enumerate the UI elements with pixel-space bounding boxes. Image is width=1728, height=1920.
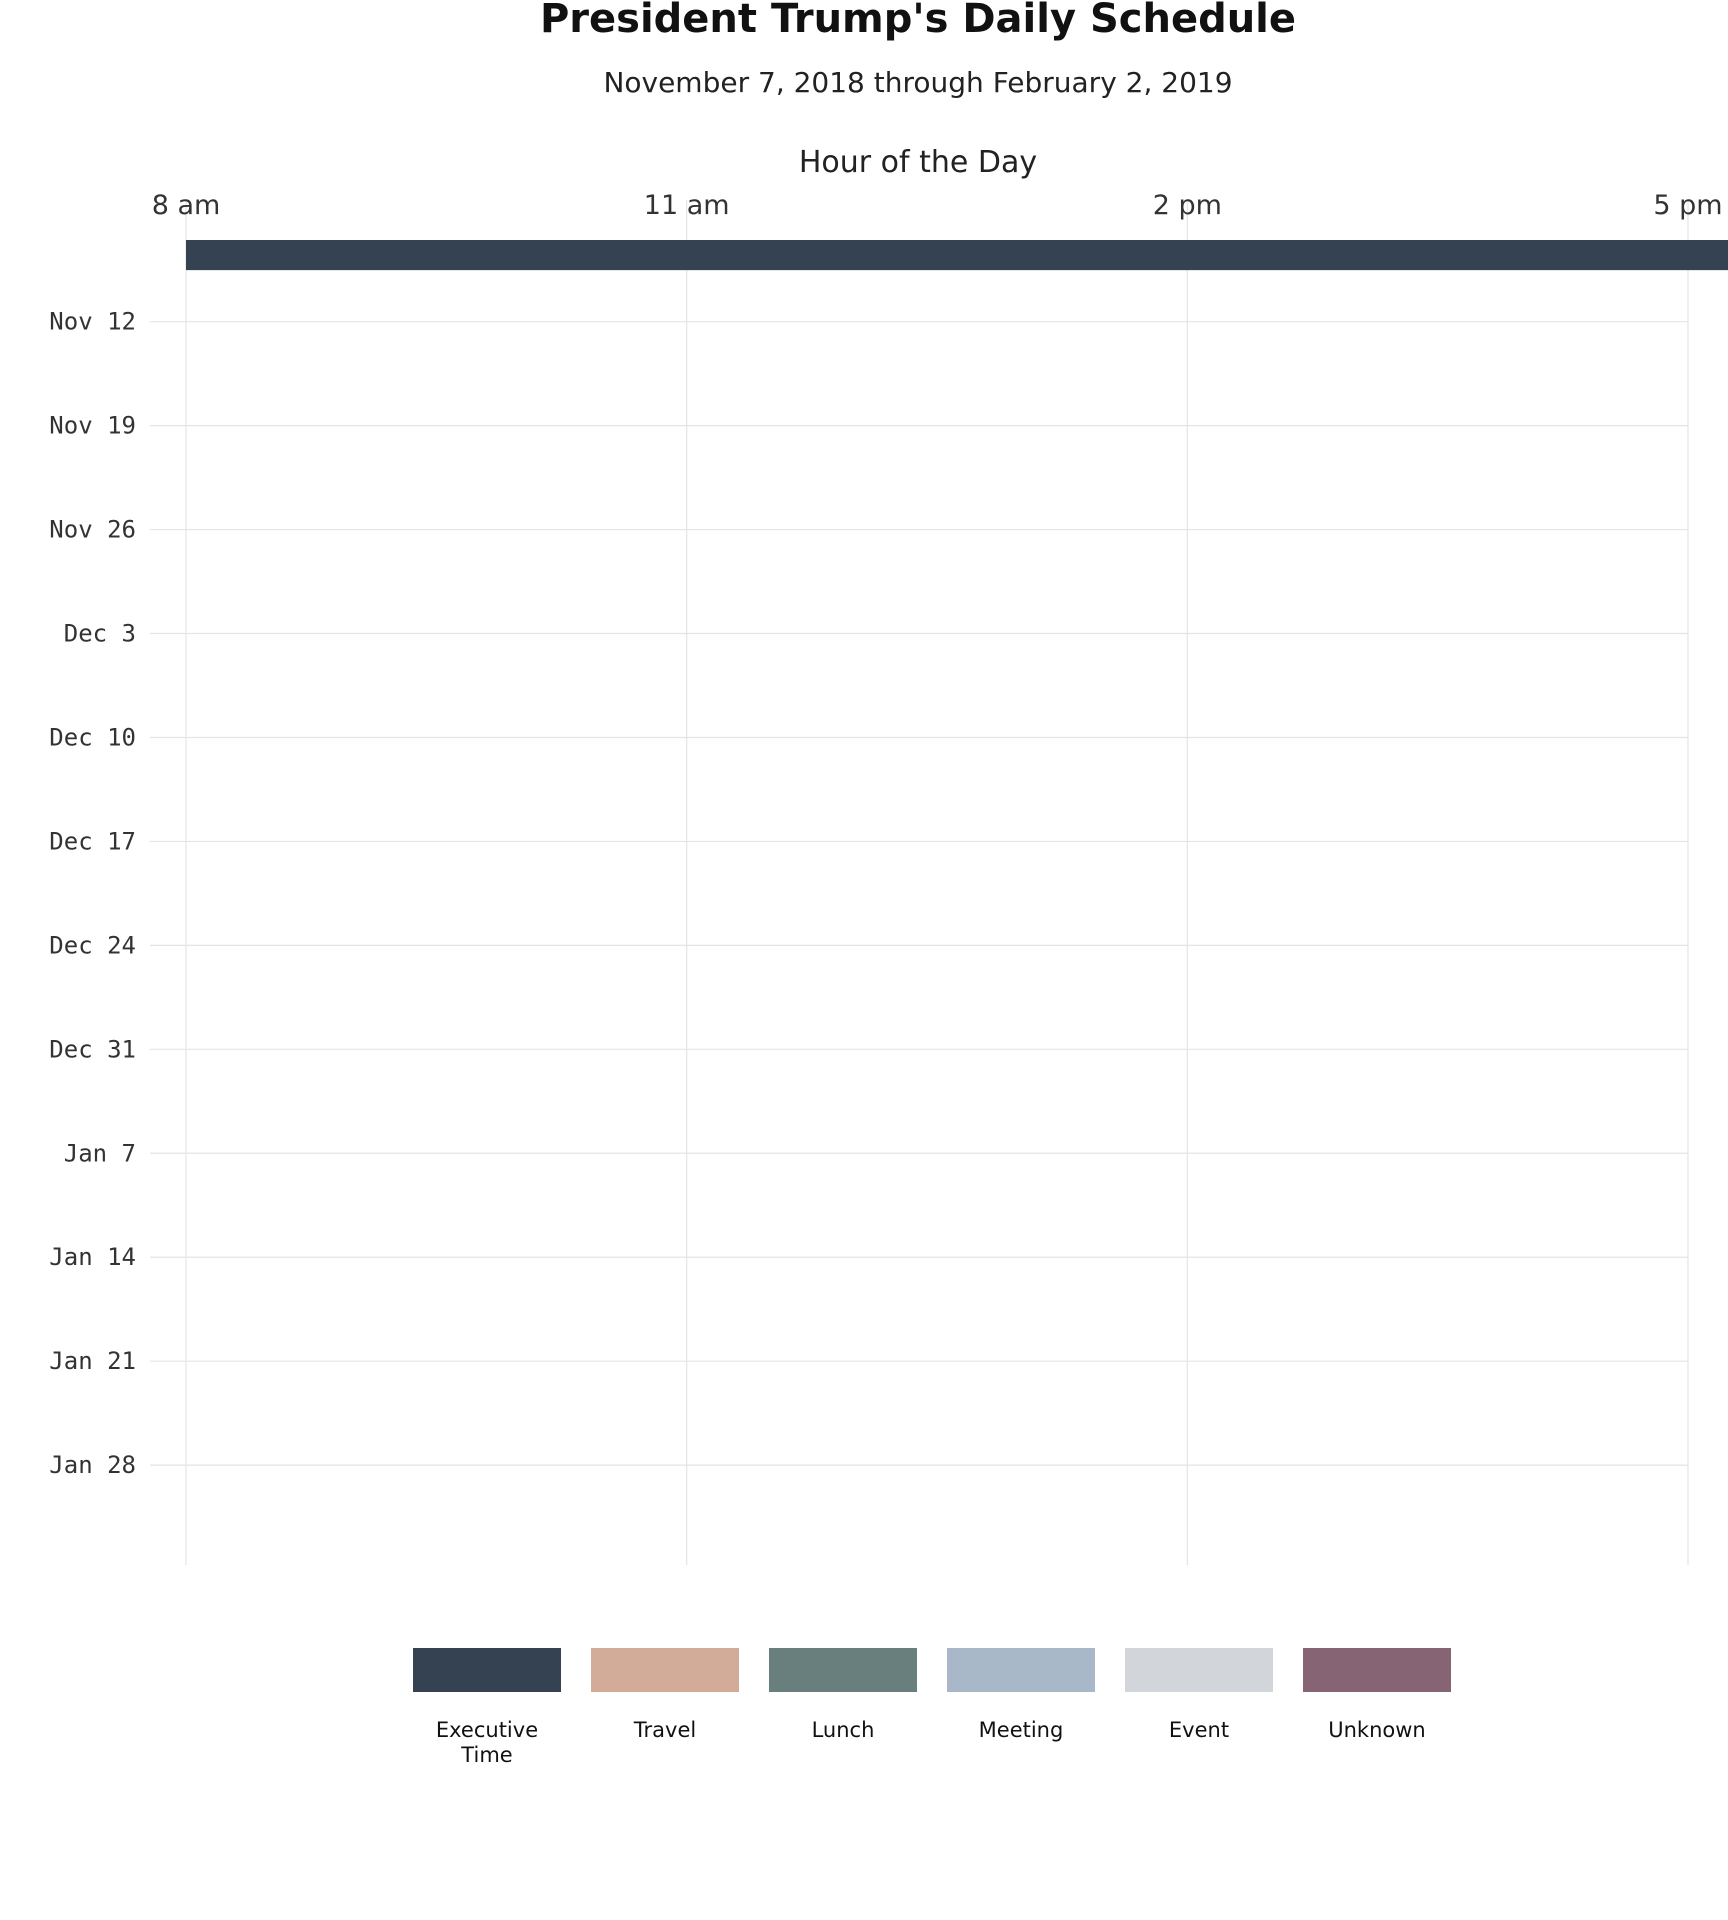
- legend-label: Travel: [633, 1718, 696, 1742]
- legend-label: Executive Time: [436, 1718, 538, 1767]
- legend-label: Unknown: [1328, 1718, 1425, 1742]
- legend-swatch: [591, 1648, 739, 1692]
- legend-label: Event: [1169, 1718, 1229, 1742]
- schedule-cell: [186, 240, 1728, 256]
- heatmap-cells: [186, 240, 1728, 271]
- y-tick-label: Dec 17: [49, 827, 136, 855]
- y-tick-label: Jan 14: [49, 1243, 136, 1271]
- chart-title: President Trump's Daily Schedule: [540, 0, 1296, 42]
- y-tick-label: Nov 26: [49, 516, 136, 544]
- chart-subtitle: November 7, 2018 through February 2, 201…: [603, 66, 1232, 99]
- y-tick-label: Nov 12: [49, 308, 136, 336]
- y-tick-label: Nov 19: [49, 412, 136, 440]
- legend-swatch: [1125, 1648, 1273, 1692]
- y-tick-label: Dec 10: [49, 723, 136, 751]
- legend-label: Meeting: [979, 1718, 1064, 1742]
- x-tick-label: 5 pm: [1653, 190, 1722, 221]
- y-tick-labels: Nov 12 Nov 19 Nov 26 Dec 3 Dec 10 Dec 17 Dec 2…: [49, 308, 136, 1479]
- grid-lines: [150, 200, 1689, 1565]
- x-tick-label: 11 am: [644, 190, 730, 221]
- legend-swatch: [769, 1648, 917, 1692]
- y-tick-label: Jan 7: [64, 1139, 136, 1167]
- legend-swatch: [947, 1648, 1095, 1692]
- legend-swatch: [1303, 1648, 1451, 1692]
- x-tick-labels: 8 am 11 am 2 pm 5 pm: [152, 190, 1723, 221]
- legend-label: Lunch: [812, 1718, 875, 1742]
- y-tick-label: Dec 3: [64, 620, 136, 648]
- x-tick-label: 2 pm: [1153, 190, 1222, 221]
- y-tick-label: Dec 24: [49, 931, 136, 959]
- y-tick-label: Jan 21: [49, 1347, 136, 1375]
- x-tick-label: 8 am: [152, 190, 221, 221]
- x-axis-title: Hour of the Day: [799, 145, 1037, 180]
- legend: Executive Time Travel Lunch Meeting Event Unkn…: [413, 1648, 1451, 1767]
- y-tick-label: Dec 31: [49, 1035, 136, 1063]
- schedule-cell: [186, 254, 1728, 271]
- legend-swatch: [413, 1648, 561, 1692]
- y-tick-label: Jan 28: [49, 1451, 136, 1479]
